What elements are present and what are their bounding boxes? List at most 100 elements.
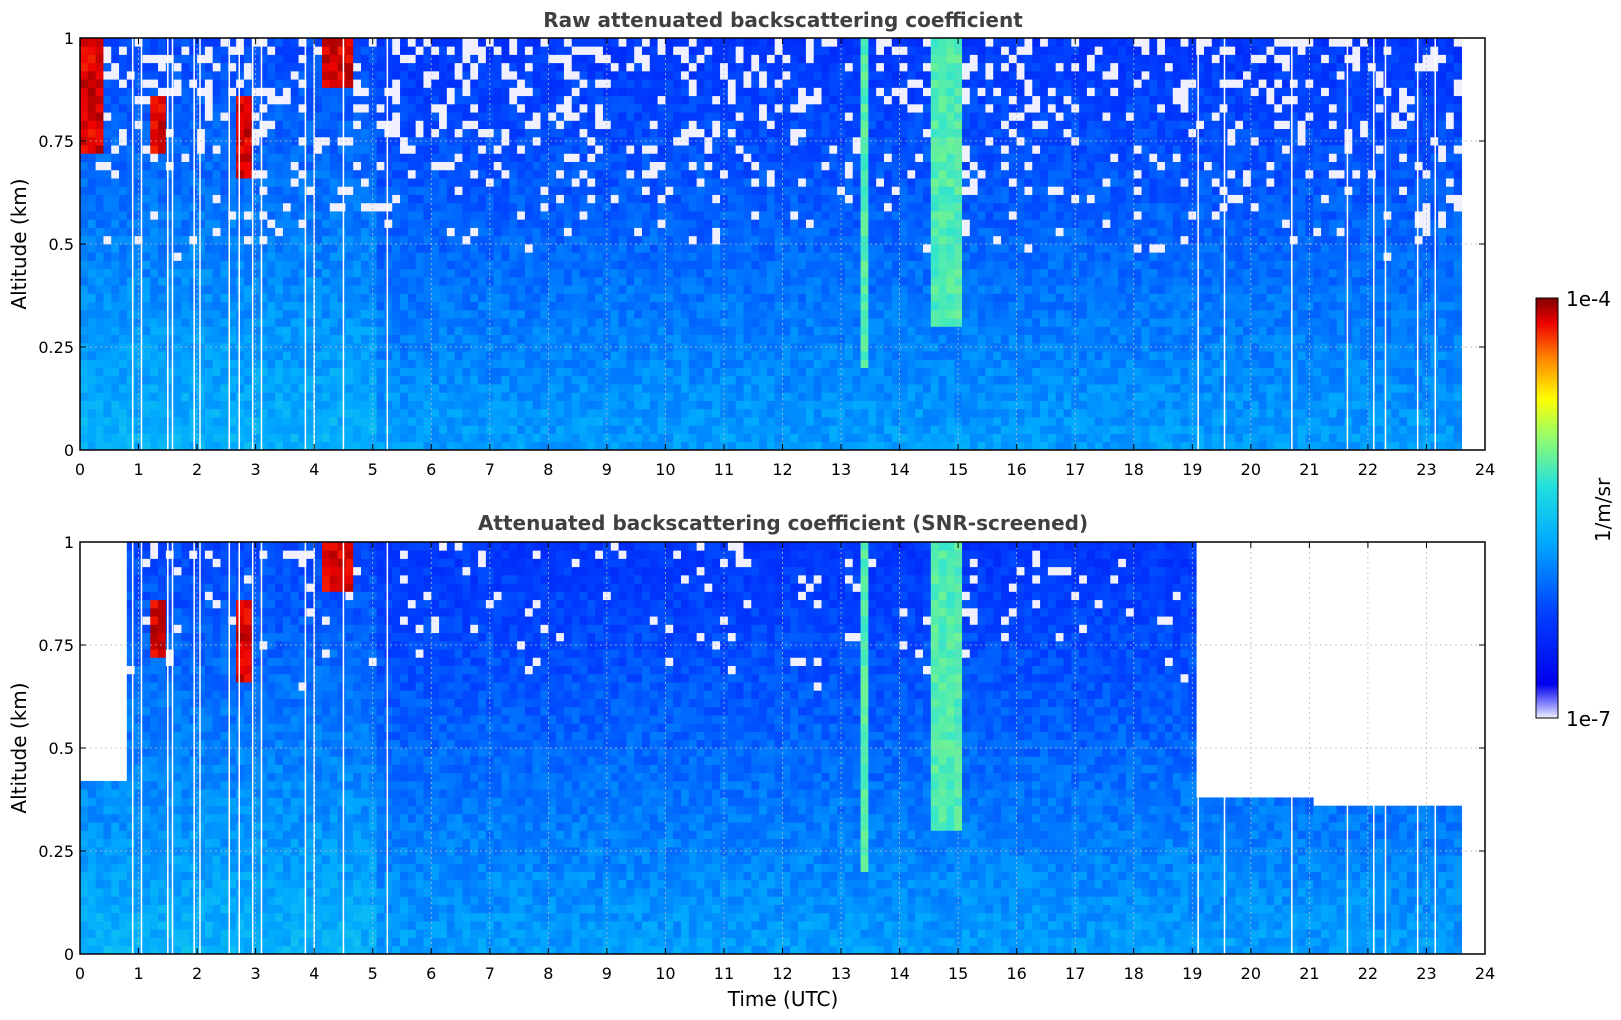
heatmap-cell <box>509 309 518 319</box>
heatmap-cell <box>743 342 752 352</box>
heatmap-cell <box>766 79 776 88</box>
heatmap-cell <box>610 153 619 162</box>
heatmap-cell <box>649 54 659 64</box>
heatmap-cell <box>415 293 424 303</box>
heatmap-cell <box>345 252 354 261</box>
heatmap-cell <box>774 334 783 344</box>
heatmap-cell <box>642 112 651 121</box>
heatmap-cell <box>80 433 89 443</box>
heatmap-cell <box>267 219 276 228</box>
heatmap-cell <box>735 38 744 47</box>
heatmap-cell <box>415 161 424 171</box>
heatmap-cell <box>673 38 682 47</box>
heatmap-cell <box>665 367 674 377</box>
heatmap-cell <box>454 95 463 105</box>
heatmap-cell <box>173 219 182 228</box>
heatmap-cell <box>751 87 760 97</box>
heatmap-cell <box>563 202 573 212</box>
heatmap-cell <box>587 95 596 105</box>
heatmap-cell <box>415 276 424 286</box>
heatmap-cell <box>158 417 167 426</box>
heatmap-cell <box>392 54 401 64</box>
heatmap-cell <box>103 326 112 336</box>
heatmap-cell <box>142 384 151 393</box>
heatmap-cell <box>524 79 534 88</box>
heatmap-cell <box>103 202 112 212</box>
heatmap-cell <box>314 169 323 179</box>
heatmap-cell <box>478 425 487 434</box>
heatmap-cell <box>587 318 596 327</box>
heatmap-cell <box>228 268 237 278</box>
heatmap-cell <box>142 103 151 113</box>
heatmap-cell <box>681 161 690 171</box>
heatmap-cell <box>400 400 409 410</box>
heatmap-cell <box>189 219 198 228</box>
heatmap-cell <box>696 334 705 344</box>
heatmap-cell <box>766 392 776 401</box>
heatmap-cell <box>524 301 534 311</box>
heatmap-cell <box>345 318 354 327</box>
heatmap-cell <box>759 235 768 245</box>
heatmap-cell <box>696 244 705 253</box>
heatmap-cell <box>540 79 549 88</box>
heatmap-cell <box>87 46 97 55</box>
heatmap-cell <box>243 235 253 245</box>
heatmap-cell <box>821 392 830 401</box>
heatmap-cell <box>540 161 549 171</box>
heatmap-cell <box>290 120 299 130</box>
heatmap-cell <box>251 433 260 443</box>
heatmap-cell <box>485 235 495 245</box>
heatmap-cell <box>493 235 502 245</box>
heatmap-cell <box>618 425 627 434</box>
heatmap-cell <box>376 128 385 138</box>
heatmap-cell <box>657 103 666 113</box>
heatmap-cell <box>556 186 565 195</box>
heatmap-cell <box>837 62 846 72</box>
heatmap-cell <box>470 276 479 286</box>
heatmap-cell <box>134 178 143 187</box>
heatmap-cell <box>337 392 346 401</box>
heatmap-cell <box>681 392 690 401</box>
heatmap-cell <box>267 153 276 162</box>
heatmap-cell <box>673 334 682 344</box>
heatmap-cell <box>790 128 799 138</box>
heatmap-cell <box>688 392 698 401</box>
heatmap-cell <box>243 260 253 270</box>
heatmap-cell <box>844 178 854 187</box>
heatmap-cell <box>158 186 167 195</box>
heatmap-cell <box>618 202 627 212</box>
heatmap-cell <box>712 87 721 97</box>
heatmap-cell <box>844 309 854 319</box>
heatmap-cell <box>665 194 674 204</box>
heatmap-cell <box>220 136 229 146</box>
heatmap-cell <box>681 145 690 154</box>
heatmap-cell <box>649 79 659 88</box>
heatmap-cell <box>111 153 120 162</box>
heatmap-cell <box>150 268 159 278</box>
heatmap-cell <box>790 252 799 261</box>
heatmap-cell <box>80 309 89 319</box>
heatmap-cell <box>798 70 807 80</box>
heatmap-cell <box>329 326 338 336</box>
heatmap-cell <box>509 367 518 377</box>
heatmap-cell <box>345 169 354 179</box>
heatmap-cell <box>735 128 744 138</box>
heatmap-cell <box>298 70 307 80</box>
heatmap-cell <box>673 392 682 401</box>
heatmap-cell <box>571 441 580 451</box>
heatmap-cell <box>368 433 378 443</box>
heatmap-cell <box>189 417 198 426</box>
heatmap-cell <box>126 252 136 261</box>
heatmap-cell <box>595 318 604 327</box>
heatmap-cell <box>407 186 417 195</box>
heatmap-cell <box>446 293 456 303</box>
heatmap-cell <box>329 417 338 426</box>
heatmap-cell <box>321 268 331 278</box>
heatmap-cell <box>766 293 776 303</box>
heatmap-cell <box>329 219 338 228</box>
heatmap-cell <box>704 95 713 105</box>
heatmap-cell <box>400 153 409 162</box>
heatmap-cell <box>439 417 448 426</box>
heatmap-cell <box>852 318 861 327</box>
